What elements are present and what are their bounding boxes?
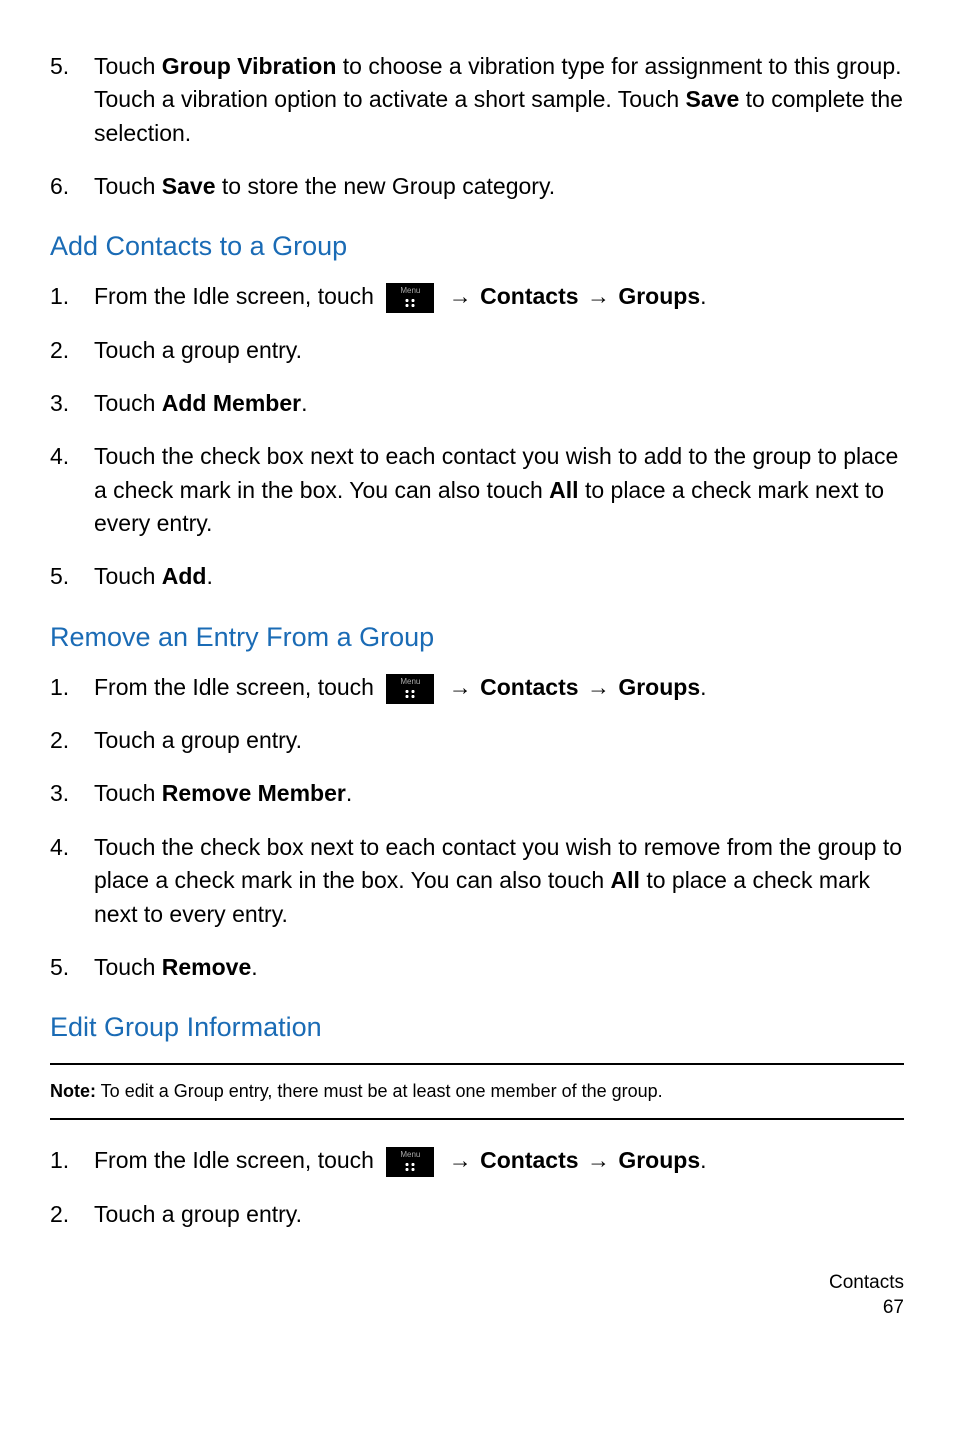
list-item: 5.Touch Remove. bbox=[50, 951, 904, 984]
step-number: 3. bbox=[50, 777, 94, 810]
heading-add-contacts: Add Contacts to a Group bbox=[50, 231, 904, 262]
note-block: Note: To edit a Group entry, there must … bbox=[50, 1063, 904, 1120]
step-number: 4. bbox=[50, 440, 94, 540]
footer-page-number: 67 bbox=[50, 1296, 904, 1321]
nav-segment: Contacts bbox=[474, 283, 585, 309]
step-number: 2. bbox=[50, 724, 94, 757]
step-number: 2. bbox=[50, 334, 94, 367]
step-number: 2. bbox=[50, 1198, 94, 1231]
step-body: Touch Add Member. bbox=[94, 387, 904, 420]
nav-prefix: From the Idle screen, touch bbox=[94, 674, 380, 700]
list-item: 3.Touch Remove Member. bbox=[50, 777, 904, 810]
menu-icon bbox=[386, 283, 434, 313]
text-run: Touch a group entry. bbox=[94, 1201, 302, 1227]
step-number: 4. bbox=[50, 831, 94, 931]
list-item: 4. Touch the check box next to each cont… bbox=[50, 440, 904, 540]
text-run: . bbox=[346, 780, 352, 806]
text-run: Group Vibration bbox=[162, 53, 337, 79]
footer-section-name: Contacts bbox=[50, 1271, 904, 1296]
nav-segment: Groups bbox=[612, 1147, 700, 1173]
list-item: 3.Touch Add Member. bbox=[50, 387, 904, 420]
text-run: to store the new Group category. bbox=[215, 173, 555, 199]
text-run: Add Member bbox=[162, 390, 301, 416]
text-run: All bbox=[549, 477, 578, 503]
arrow-icon: → bbox=[587, 674, 610, 700]
step-body: Touch Save to store the new Group catego… bbox=[94, 170, 904, 203]
menu-icon bbox=[386, 1147, 434, 1177]
step-body: From the Idle screen, touch → Contacts →… bbox=[94, 1144, 904, 1177]
text-run: Touch bbox=[94, 390, 162, 416]
list-item: 2.Touch a group entry. bbox=[50, 334, 904, 367]
step-body: Touch Remove. bbox=[94, 951, 904, 984]
step-number: 3. bbox=[50, 387, 94, 420]
heading-edit-group: Edit Group Information bbox=[50, 1012, 904, 1043]
text-run: Touch a group entry. bbox=[94, 337, 302, 363]
text-run: Remove Member bbox=[162, 780, 346, 806]
text-run: . bbox=[206, 563, 212, 589]
step-body: Touch the check box next to each contact… bbox=[94, 831, 904, 931]
arrow-icon: → bbox=[587, 283, 610, 309]
text-run: Touch bbox=[94, 780, 162, 806]
top-steps-list: 5.Touch Group Vibration to choose a vibr… bbox=[50, 50, 904, 203]
section2-steps-list: 1.From the Idle screen, touch → Contacts… bbox=[50, 671, 904, 984]
step-number: 5. bbox=[50, 951, 94, 984]
step-body: Touch the check box next to each contact… bbox=[94, 440, 904, 540]
step-number: 5. bbox=[50, 50, 94, 150]
list-item: 1.From the Idle screen, touch → Contacts… bbox=[50, 671, 904, 704]
text-run: All bbox=[611, 867, 640, 893]
text-run: Touch bbox=[94, 53, 162, 79]
nav-prefix: From the Idle screen, touch bbox=[94, 1147, 380, 1173]
arrow-icon: → bbox=[449, 674, 472, 700]
text-run: Touch bbox=[94, 173, 162, 199]
text-run: Touch bbox=[94, 954, 162, 980]
nav-segment: Groups bbox=[612, 283, 700, 309]
list-item: 5.Touch Group Vibration to choose a vibr… bbox=[50, 50, 904, 150]
list-item: 1.From the Idle screen, touch → Contacts… bbox=[50, 280, 904, 313]
section3-steps-list: 1.From the Idle screen, touch → Contacts… bbox=[50, 1144, 904, 1231]
nav-prefix: From the Idle screen, touch bbox=[94, 283, 380, 309]
step-body: Touch a group entry. bbox=[94, 724, 904, 757]
list-item: 4. Touch the check box next to each cont… bbox=[50, 831, 904, 931]
page-footer: Contacts 67 bbox=[50, 1271, 904, 1320]
text-run: Remove bbox=[162, 954, 251, 980]
list-item: 2.Touch a group entry. bbox=[50, 1198, 904, 1231]
nav-suffix: . bbox=[700, 283, 706, 309]
step-body: Touch Remove Member. bbox=[94, 777, 904, 810]
text-run: . bbox=[301, 390, 307, 416]
step-number: 1. bbox=[50, 671, 94, 704]
step-body: From the Idle screen, touch → Contacts →… bbox=[94, 280, 904, 313]
text-run: Touch a group entry. bbox=[94, 727, 302, 753]
step-number: 5. bbox=[50, 560, 94, 593]
note-text: To edit a Group entry, there must be at … bbox=[96, 1081, 663, 1101]
step-body: Touch Group Vibration to choose a vibrat… bbox=[94, 50, 904, 150]
list-item: 6.Touch Save to store the new Group cate… bbox=[50, 170, 904, 203]
text-run: Touch bbox=[94, 563, 162, 589]
text-run: . bbox=[251, 954, 257, 980]
step-body: Touch a group entry. bbox=[94, 1198, 904, 1231]
note-label: Note: bbox=[50, 1081, 96, 1101]
text-run: Add bbox=[162, 563, 207, 589]
list-item: 5.Touch Add. bbox=[50, 560, 904, 593]
step-number: 1. bbox=[50, 280, 94, 313]
nav-segment: Contacts bbox=[474, 1147, 585, 1173]
section1-steps-list: 1.From the Idle screen, touch → Contacts… bbox=[50, 280, 904, 593]
step-number: 6. bbox=[50, 170, 94, 203]
list-item: 1.From the Idle screen, touch → Contacts… bbox=[50, 1144, 904, 1177]
step-number: 1. bbox=[50, 1144, 94, 1177]
arrow-icon: → bbox=[449, 1147, 472, 1173]
arrow-icon: → bbox=[587, 1147, 610, 1173]
text-run: Save bbox=[162, 173, 216, 199]
arrow-icon: → bbox=[449, 283, 472, 309]
list-item: 2.Touch a group entry. bbox=[50, 724, 904, 757]
text-run: Save bbox=[686, 86, 740, 112]
step-body: Touch Add. bbox=[94, 560, 904, 593]
nav-suffix: . bbox=[700, 1147, 706, 1173]
menu-icon bbox=[386, 674, 434, 704]
nav-segment: Contacts bbox=[474, 674, 585, 700]
step-body: From the Idle screen, touch → Contacts →… bbox=[94, 671, 904, 704]
step-body: Touch a group entry. bbox=[94, 334, 904, 367]
nav-suffix: . bbox=[700, 674, 706, 700]
heading-remove-entry: Remove an Entry From a Group bbox=[50, 622, 904, 653]
nav-segment: Groups bbox=[612, 674, 700, 700]
